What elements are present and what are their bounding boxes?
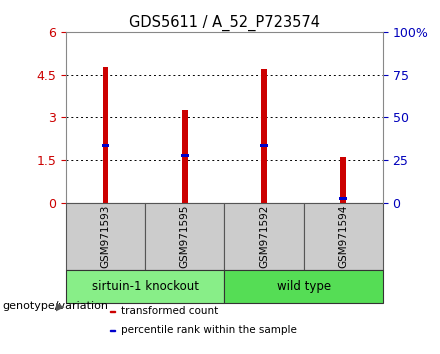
Bar bbox=[224, 270, 383, 303]
Text: sirtuin-1 knockout: sirtuin-1 knockout bbox=[92, 280, 199, 293]
Text: genotype/variation: genotype/variation bbox=[2, 301, 108, 311]
Bar bbox=[66, 270, 224, 303]
Bar bbox=[110, 330, 115, 331]
Bar bbox=[181, 154, 189, 157]
Text: GSM971595: GSM971595 bbox=[180, 205, 190, 268]
Bar bbox=[260, 144, 268, 147]
Bar bbox=[341, 157, 346, 202]
Bar bbox=[102, 144, 110, 147]
Bar bbox=[339, 197, 347, 200]
Bar bbox=[66, 202, 145, 270]
Title: GDS5611 / A_52_P723574: GDS5611 / A_52_P723574 bbox=[129, 14, 320, 30]
Bar bbox=[304, 202, 383, 270]
Bar bbox=[261, 69, 267, 202]
Bar bbox=[224, 202, 304, 270]
Bar bbox=[145, 202, 224, 270]
Text: GSM971594: GSM971594 bbox=[338, 205, 348, 268]
Text: percentile rank within the sample: percentile rank within the sample bbox=[121, 325, 297, 335]
Text: GSM971593: GSM971593 bbox=[101, 205, 110, 268]
Text: GSM971592: GSM971592 bbox=[259, 205, 269, 268]
Text: wild type: wild type bbox=[276, 280, 331, 293]
Text: ▶: ▶ bbox=[56, 301, 65, 311]
Bar bbox=[182, 110, 187, 202]
Bar bbox=[103, 67, 108, 202]
Bar bbox=[110, 311, 115, 312]
Text: transformed count: transformed count bbox=[121, 306, 219, 316]
